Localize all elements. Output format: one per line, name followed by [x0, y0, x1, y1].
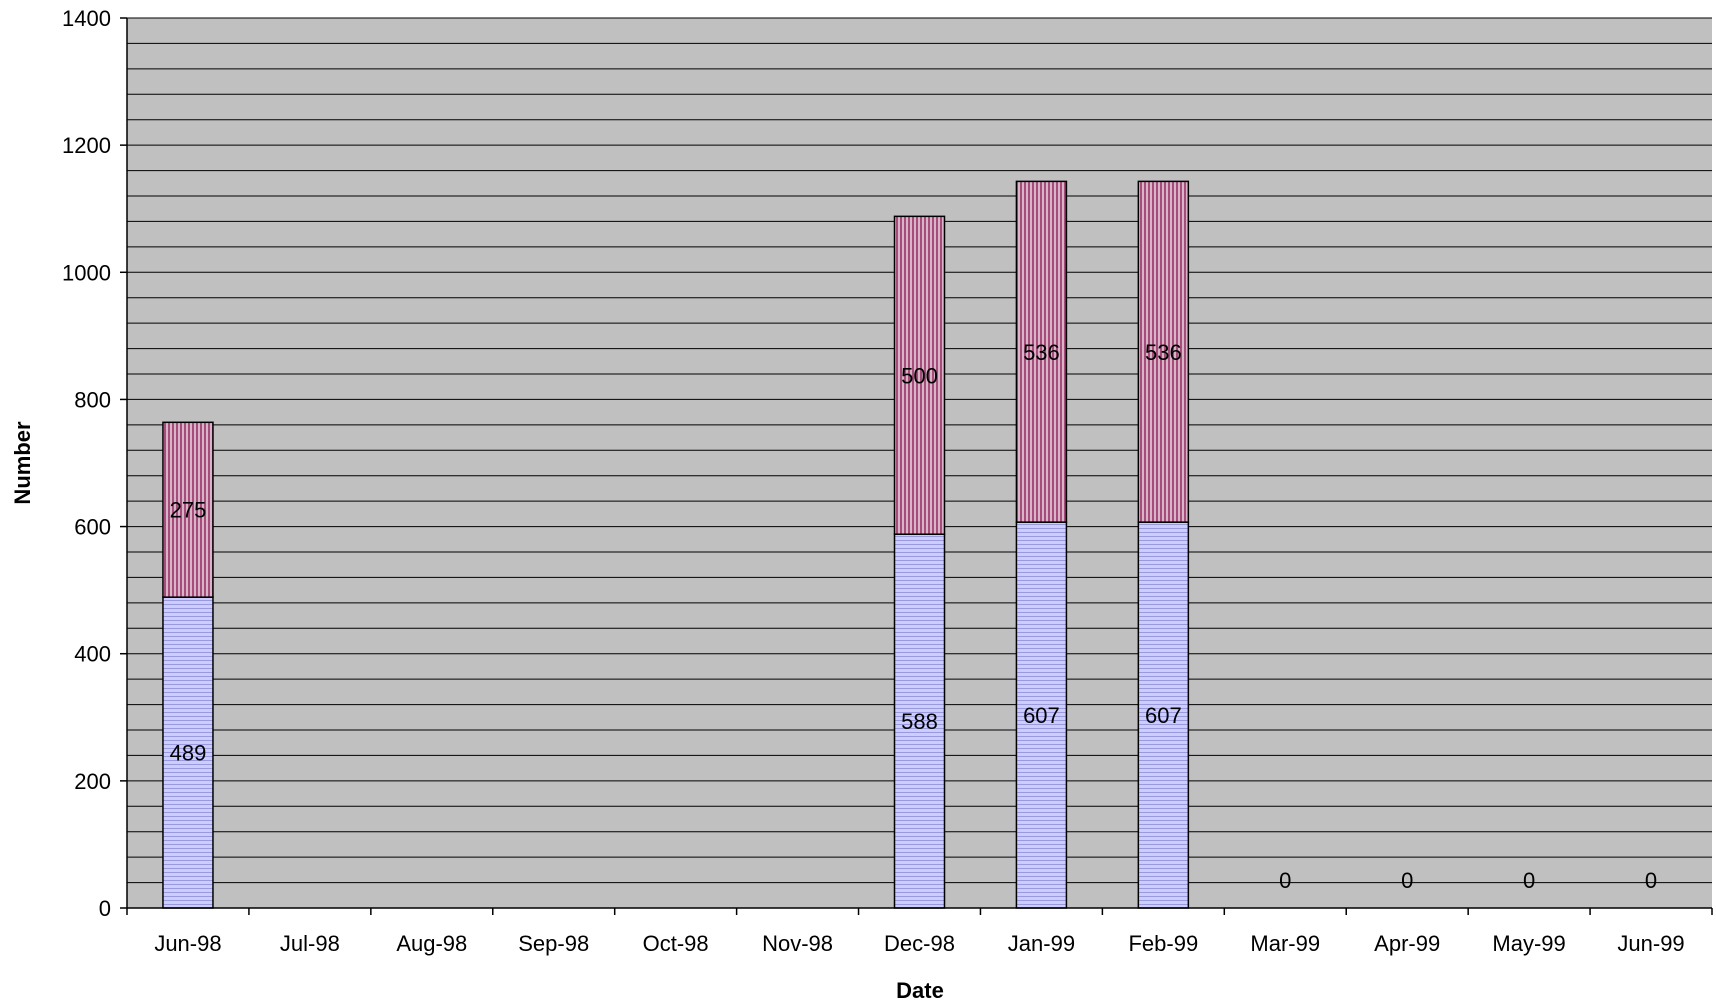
y-tick-label: 200	[74, 769, 111, 794]
x-tick-label: Oct-98	[643, 931, 709, 956]
x-tick-label: Jun-98	[154, 931, 221, 956]
data-label: 275	[170, 498, 207, 523]
data-label: 0	[1523, 868, 1535, 893]
bar-segment	[162, 421, 214, 598]
bars	[162, 180, 1190, 909]
data-label: 489	[170, 741, 207, 766]
y-tick-label: 1200	[62, 133, 111, 158]
data-label: 536	[1023, 340, 1060, 365]
bar-segment	[162, 596, 214, 909]
x-tick-label: Jul-98	[280, 931, 340, 956]
data-label: 588	[901, 709, 938, 734]
x-tick-label: Mar-99	[1250, 931, 1320, 956]
x-tick-label: Aug-98	[396, 931, 467, 956]
x-axis-title: Date	[896, 978, 944, 1003]
y-tick-label: 1400	[62, 6, 111, 31]
bar-segment	[1015, 521, 1068, 909]
x-tick-label: Feb-99	[1128, 931, 1198, 956]
bar-segment	[1137, 180, 1190, 523]
x-tick-label: Dec-98	[884, 931, 955, 956]
axes: 0 200 400 600 800 1000 1200 1400 Jun-98 Jul-98 Aug…	[62, 6, 1713, 956]
data-label: 0	[1645, 868, 1657, 893]
bar-segment	[1015, 180, 1068, 523]
x-tick-label: Jan-99	[1008, 931, 1075, 956]
x-tick-label: Nov-98	[762, 931, 833, 956]
bar-segment	[893, 215, 946, 535]
y-tick-label: 600	[74, 515, 111, 540]
x-tick-label: Sep-98	[518, 931, 589, 956]
data-labels: 489 275 588 500 607 536 607 536 0 0 0 0	[170, 340, 1658, 893]
y-tick-label: 800	[74, 387, 111, 412]
x-tick-label: Jun-99	[1617, 931, 1684, 956]
y-tick-label: 1000	[62, 260, 111, 285]
data-label: 500	[901, 363, 938, 388]
x-tick-label: May-99	[1492, 931, 1565, 956]
y-tick-label: 400	[74, 642, 111, 667]
data-label: 607	[1145, 703, 1182, 728]
x-tick-label: Apr-99	[1374, 931, 1440, 956]
data-label: 536	[1145, 340, 1182, 365]
data-label: 0	[1401, 868, 1413, 893]
y-tick-label: 0	[99, 896, 111, 921]
data-label: 0	[1279, 868, 1291, 893]
y-axis-title: Number	[10, 421, 35, 505]
data-label: 607	[1023, 703, 1060, 728]
